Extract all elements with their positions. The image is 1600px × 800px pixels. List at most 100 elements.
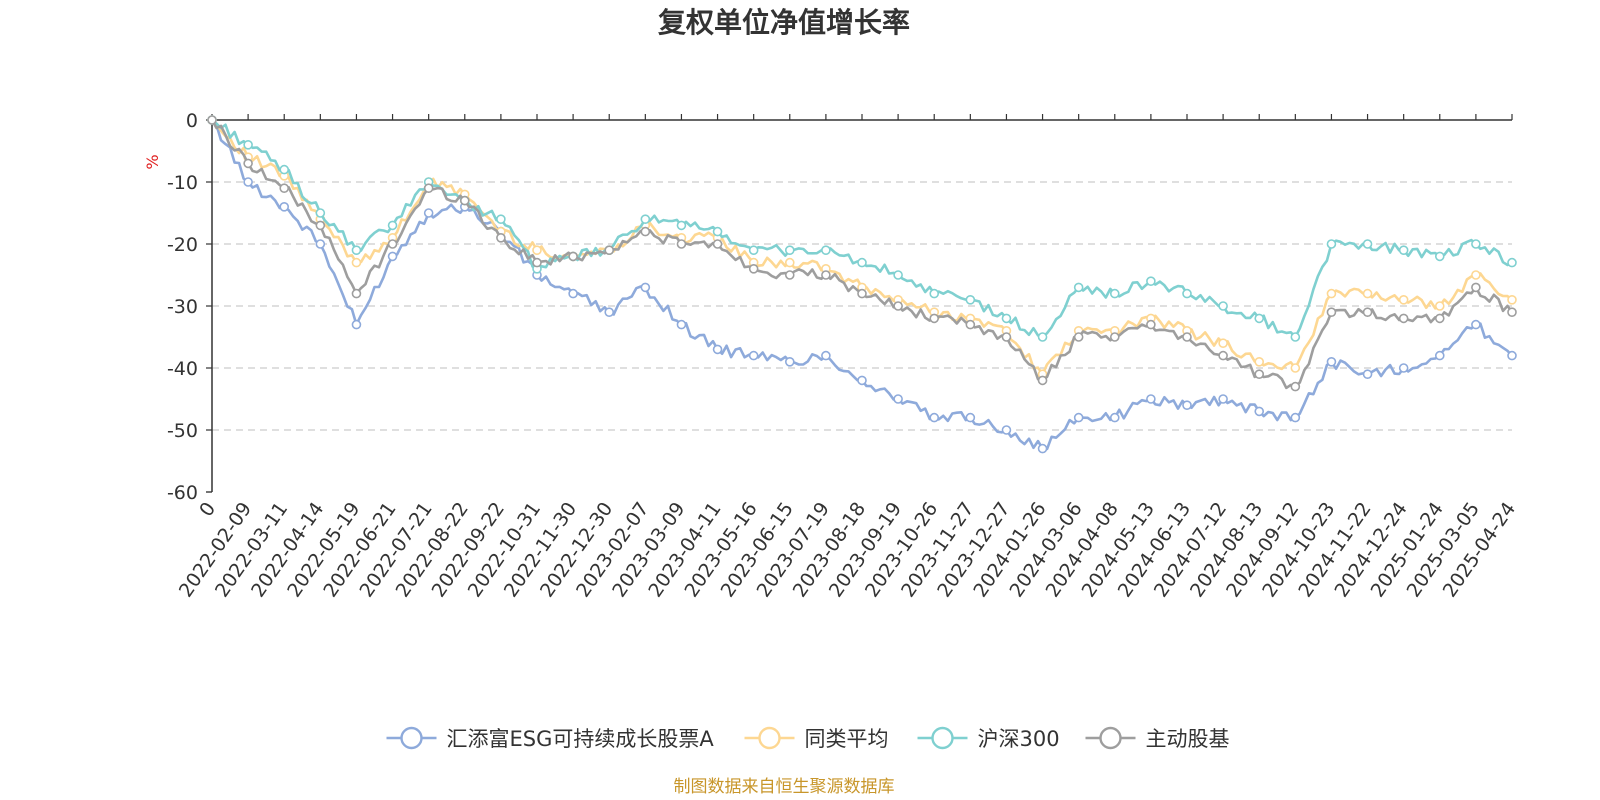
data-point[interactable] xyxy=(965,412,976,423)
data-point[interactable] xyxy=(1001,332,1012,342)
data-point[interactable] xyxy=(351,319,362,330)
data-point[interactable] xyxy=(1218,350,1228,361)
data-point[interactable] xyxy=(1182,288,1192,299)
data-point[interactable] xyxy=(1471,282,1481,293)
legend-label[interactable]: 主动股基 xyxy=(1146,727,1230,751)
data-point[interactable] xyxy=(748,263,759,274)
data-point[interactable] xyxy=(640,226,651,237)
data-point[interactable] xyxy=(1471,270,1481,280)
legend-marker[interactable] xyxy=(758,726,781,750)
data-point[interactable] xyxy=(351,257,362,268)
data-point[interactable] xyxy=(784,270,795,280)
data-point[interactable] xyxy=(459,195,470,206)
data-point[interactable] xyxy=(821,270,831,280)
data-point[interactable] xyxy=(1507,350,1517,361)
data-point[interactable] xyxy=(1254,406,1265,417)
data-point[interactable] xyxy=(1001,425,1012,435)
data-point[interactable] xyxy=(568,251,578,262)
data-point[interactable] xyxy=(1326,288,1337,299)
data-point[interactable] xyxy=(965,319,976,330)
data-point[interactable] xyxy=(387,239,398,249)
data-point[interactable] xyxy=(929,313,940,324)
data-point[interactable] xyxy=(243,177,253,187)
data-point[interactable] xyxy=(748,245,759,255)
legend-label[interactable]: 汇添富ESG可持续成长股票A xyxy=(447,727,715,751)
data-point[interactable] xyxy=(784,356,795,367)
data-point[interactable] xyxy=(243,140,253,150)
data-point[interactable] xyxy=(1362,307,1373,318)
data-point[interactable] xyxy=(496,233,506,243)
data-point[interactable] xyxy=(1398,294,1409,305)
data-point[interactable] xyxy=(1471,239,1481,249)
data-point[interactable] xyxy=(676,220,687,231)
data-point[interactable] xyxy=(1037,375,1048,386)
data-point[interactable] xyxy=(1434,301,1445,311)
data-point[interactable] xyxy=(1254,369,1265,380)
data-point[interactable] xyxy=(243,158,253,169)
data-point[interactable] xyxy=(1362,239,1373,249)
data-point[interactable] xyxy=(1073,412,1084,423)
data-point[interactable] xyxy=(748,350,759,361)
data-point[interactable] xyxy=(676,239,687,249)
data-point[interactable] xyxy=(1146,394,1156,404)
data-point[interactable] xyxy=(315,239,326,249)
data-point[interactable] xyxy=(1001,313,1012,324)
data-point[interactable] xyxy=(1507,257,1517,268)
data-point[interactable] xyxy=(1037,443,1048,454)
data-point[interactable] xyxy=(279,164,290,175)
data-point[interactable] xyxy=(929,288,940,299)
data-point[interactable] xyxy=(1362,369,1373,380)
data-point[interactable] xyxy=(1073,282,1084,293)
data-point[interactable] xyxy=(1109,288,1120,299)
legend-marker[interactable] xyxy=(931,726,954,750)
data-point[interactable] xyxy=(1398,363,1409,373)
data-point[interactable] xyxy=(1326,356,1337,367)
data-point[interactable] xyxy=(821,350,831,361)
data-point[interactable] xyxy=(387,251,398,262)
data-point[interactable] xyxy=(1218,301,1228,311)
data-point[interactable] xyxy=(784,245,795,255)
data-point[interactable] xyxy=(712,226,723,237)
data-point[interactable] xyxy=(207,115,217,125)
data-point[interactable] xyxy=(676,319,687,330)
data-point[interactable] xyxy=(1254,313,1265,324)
data-point[interactable] xyxy=(712,239,723,249)
data-point[interactable] xyxy=(1109,332,1120,342)
data-point[interactable] xyxy=(1073,332,1084,342)
data-point[interactable] xyxy=(1471,319,1481,330)
data-point[interactable] xyxy=(387,220,398,231)
data-point[interactable] xyxy=(1398,245,1409,255)
data-point[interactable] xyxy=(640,214,651,224)
data-point[interactable] xyxy=(1182,332,1192,342)
data-point[interactable] xyxy=(1109,412,1120,423)
data-point[interactable] xyxy=(351,245,362,255)
data-point[interactable] xyxy=(315,208,326,218)
legend-label[interactable]: 沪深300 xyxy=(978,727,1060,751)
data-point[interactable] xyxy=(279,202,290,212)
legend-marker[interactable] xyxy=(1099,726,1122,750)
data-point[interactable] xyxy=(893,301,903,311)
data-point[interactable] xyxy=(1254,356,1265,367)
data-point[interactable] xyxy=(604,307,615,318)
data-point[interactable] xyxy=(604,245,615,255)
data-point[interactable] xyxy=(1507,307,1517,318)
legend-label[interactable]: 同类平均 xyxy=(805,727,889,751)
data-point[interactable] xyxy=(1290,363,1301,373)
data-point[interactable] xyxy=(1434,350,1445,361)
data-point[interactable] xyxy=(929,412,940,423)
legend-marker[interactable] xyxy=(400,726,423,750)
data-point[interactable] xyxy=(784,257,795,268)
data-point[interactable] xyxy=(893,270,903,280)
data-point[interactable] xyxy=(857,288,867,299)
data-point[interactable] xyxy=(532,257,542,268)
data-point[interactable] xyxy=(857,375,867,386)
data-point[interactable] xyxy=(1290,412,1301,423)
data-point[interactable] xyxy=(1326,239,1337,249)
data-point[interactable] xyxy=(496,214,506,224)
data-point[interactable] xyxy=(893,394,903,404)
data-point[interactable] xyxy=(640,282,651,293)
data-point[interactable] xyxy=(351,288,362,299)
data-point[interactable] xyxy=(965,294,976,305)
data-point[interactable] xyxy=(1290,381,1301,392)
data-point[interactable] xyxy=(568,288,578,299)
